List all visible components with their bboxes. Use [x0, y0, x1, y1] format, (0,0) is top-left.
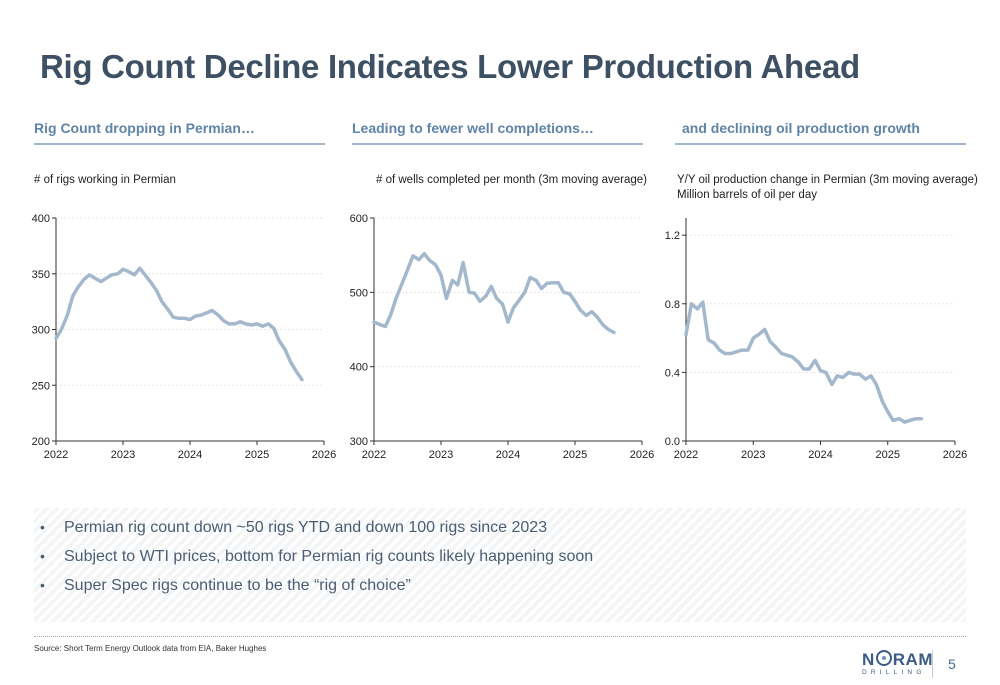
bullet-dot-icon: •: [40, 577, 45, 593]
panel-subtitle: # of rigs working in Permian: [34, 173, 325, 188]
x-tick-label: 2022: [362, 449, 386, 461]
x-tick-label: 2023: [429, 449, 453, 461]
source-note: Source: Short Term Energy Outlook data f…: [34, 644, 267, 653]
bullet-dot-icon: •: [40, 548, 45, 564]
panel-title: Rig Count dropping in Permian…: [34, 112, 325, 145]
y-tick-label: 350: [32, 269, 50, 281]
x-tick-label: 2025: [563, 449, 587, 461]
panel-rig-count: Rig Count dropping in Permian… # of rigs…: [32, 112, 337, 462]
bullet-dot-icon: •: [40, 519, 45, 535]
rig-count-chart: 200 250 300 350 400 2022 2023 2024 2025 2026: [32, 213, 337, 461]
series-line: [684, 300, 924, 424]
y-tick-label: 600: [350, 213, 368, 225]
bullet-text: Permian rig count down ~50 rigs YTD and …: [64, 519, 548, 536]
company-logo: N RAM DRILLING: [862, 650, 932, 677]
panel-subtitle-line: # of wells completed per month (3m movin…: [376, 174, 648, 186]
y-tick-label: 300: [350, 436, 368, 448]
bullet-item: • Subject to WTI prices, bottom for Permi…: [34, 542, 966, 571]
x-tick-label: 2022: [674, 449, 698, 461]
x-tick-label: 2024: [178, 449, 202, 461]
footer-divider: [34, 636, 966, 637]
series-line: [372, 251, 616, 335]
y-tick-label: 0.8: [665, 299, 680, 311]
y-tick-label: 400: [32, 213, 50, 225]
bullet-text: Super Spec rigs continue to be the “rig …: [64, 577, 411, 594]
x-tick-label: 2026: [943, 449, 967, 461]
panel-subtitle-line: Y/Y oil production change in Permian (3m…: [677, 174, 978, 186]
globe-o-icon: [875, 650, 892, 666]
x-tick-label: 2022: [44, 449, 68, 461]
panel-well-completions: Leading to fewer well completions… # of …: [350, 112, 655, 462]
x-tick-label: 2023: [741, 449, 765, 461]
panel-oil-production: and declining oil production growth Y/Y …: [665, 112, 978, 462]
y-tick-label: 1.2: [665, 230, 680, 242]
panel-subtitle: # of wells completed per month (3m movin…: [352, 173, 648, 188]
bullet-item: • Permian rig count down ~50 rigs YTD and…: [34, 513, 966, 542]
panel-subtitle: Y/Y oil production change in Permian (3m…: [675, 173, 978, 203]
x-tick-label: 2025: [876, 449, 900, 461]
well-completions-chart: 300 400 500 600 2022 2023 2024 2025 2026: [350, 213, 655, 461]
logo-text-start: N: [862, 650, 875, 669]
x-tick-label: 2025: [245, 449, 269, 461]
series-line: [54, 266, 304, 382]
y-tick-label: 0.0: [665, 436, 680, 448]
x-tick-label: 2024: [496, 449, 520, 461]
logo-separator: [932, 650, 933, 678]
x-tick-label: 2023: [111, 449, 135, 461]
page-number: 5: [948, 656, 956, 672]
y-tick-label: 400: [350, 362, 368, 374]
bullet-item: • Super Spec rigs continue to be the “rig…: [34, 571, 966, 600]
y-tick-label: 250: [32, 380, 50, 392]
y-tick-label: 200: [32, 436, 50, 448]
y-tick-label: 300: [32, 325, 50, 337]
y-tick-label: 500: [350, 287, 368, 299]
panel-subtitle-line: Million barrels of oil per day: [677, 189, 817, 201]
key-takeaways: • Permian rig count down ~50 rigs YTD and…: [34, 508, 966, 622]
panel-title: and declining oil production growth: [675, 112, 966, 145]
y-tick-label: 0.4: [665, 367, 680, 379]
panel-title: Leading to fewer well completions…: [352, 112, 643, 145]
panel-subtitle-line: # of rigs working in Permian: [34, 174, 176, 186]
oil-production-chart: 0.0 0.4 0.8 1.2 2022 2023 2024 2025 2026: [665, 218, 967, 461]
logo-subtitle: DRILLING: [862, 669, 926, 676]
x-tick-label: 2026: [312, 449, 336, 461]
page-title: Rig Count Decline Indicates Lower Produc…: [40, 48, 860, 85]
logo-text-end: RAM: [892, 650, 933, 669]
x-tick-label: 2026: [630, 449, 654, 461]
x-tick-label: 2024: [808, 449, 832, 461]
bullet-text: Subject to WTI prices, bottom for Permia…: [64, 548, 594, 565]
